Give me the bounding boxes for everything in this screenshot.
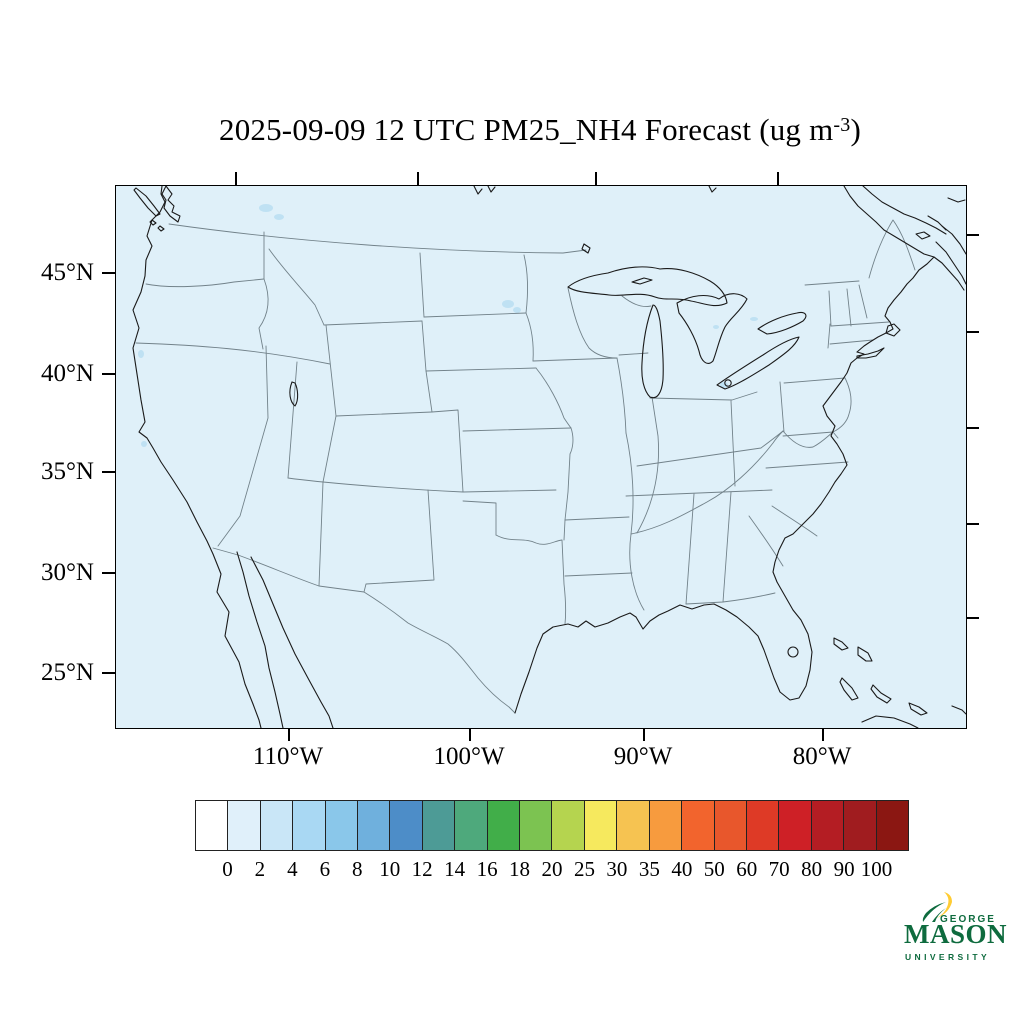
title-close-paren: ) [850,112,861,147]
lon-tick-bottom-3 [822,728,824,741]
colorbar-cell-20 [844,801,877,850]
lat-tick-right-0 [966,234,979,236]
colorbar-cell-8 [455,801,488,850]
lon-tick-top-0 [235,172,237,185]
title-text: 2025-09-09 12 UTC PM25_NH4 Forecast (ug … [219,112,834,147]
colorbar-cell-2 [260,801,294,850]
lat-tick-left-1 [102,373,115,375]
lat-tick-right-1 [966,331,979,333]
gmu-logo: GEORGE MASON UNIVERSITY [903,892,1007,973]
colorbar-label-16: 16 [476,857,498,881]
lat-tick-right-3 [966,523,979,525]
colorbar-cell-0 [196,801,229,850]
colorbar-cell-7 [422,801,456,850]
coastlines [132,186,966,728]
colorbar-cell-16 [714,801,747,850]
colorbar-cell-10 [520,801,553,850]
colorbar-cell-1 [228,801,261,850]
colorbar-label-100: 100 [860,857,893,881]
colorbar-cell-5 [358,801,391,850]
lon-tick-top-3 [777,172,779,185]
colorbar-label-10: 10 [379,857,401,881]
colorbar-label-12: 12 [411,857,433,881]
colorbar-cell-21 [876,801,908,850]
colorbar-label-35: 35 [638,857,660,881]
colorbar-label-4: 4 [287,857,298,881]
lat-tick-left-3 [102,572,115,574]
lat-label-45N: 45°N [40,259,94,286]
colorbar-label-14: 14 [444,857,466,881]
lon-label-100W: 100°W [433,743,505,770]
colorbar-label-18: 18 [509,857,531,881]
page-title: 2025-09-09 12 UTC PM25_NH4 Forecast (ug … [0,112,1024,148]
colorbar [195,800,909,851]
lat-label-25N: 25°N [40,659,94,686]
map-plot-area [115,185,967,729]
lat-label-35N: 35°N [40,458,94,485]
colorbar-label-25: 25 [573,857,595,881]
colorbar-cell-19 [811,801,845,850]
lat-label-40N: 40°N [40,360,94,387]
us-forecast-map [116,186,966,728]
logo-university-text: UNIVERSITY [905,952,991,962]
lon-label-90W: 90°W [613,743,673,770]
colorbar-cell-3 [293,801,326,850]
lat-tick-left-4 [102,672,115,674]
colorbar-label-50: 50 [703,857,725,881]
gmu-flame-icon [922,892,952,922]
colorbar-cell-9 [487,801,521,850]
logo-mason-text: MASON [904,919,1007,949]
lon-label-110W: 110°W [252,743,324,770]
lat-tick-left-2 [102,471,115,473]
colorbar-label-60: 60 [736,857,758,881]
colorbar-label-40: 40 [671,857,693,881]
colorbar-cell-11 [552,801,585,850]
colorbar-labels: 0 2 4 6 8 10 12 14 16 18 20 25 30 35 40 50 60 70 80 90 100 [0,858,1024,884]
colorbar-cell-18 [779,801,812,850]
colorbar-cell-4 [325,801,359,850]
state-boundaries [135,219,916,714]
colorbar-cell-12 [584,801,618,850]
lon-label-80W: 80°W [792,743,852,770]
colorbar-cell-14 [649,801,683,850]
lat-label-30N: 30°N [40,559,94,586]
colorbar-cell-17 [746,801,780,850]
colorbar-cell-6 [390,801,423,850]
lon-tick-bottom-1 [469,728,471,741]
colorbar-label-6: 6 [319,857,331,881]
colorbar-label-0: 0 [222,857,233,881]
colorbar-label-90: 90 [833,857,855,881]
colorbar-label-30: 30 [606,857,628,881]
lon-tick-top-2 [595,172,597,185]
logo-george-text: GEORGE [940,914,996,925]
lon-tick-top-1 [417,172,419,185]
data-patches [138,204,758,447]
colorbar-label-80: 80 [801,857,823,881]
colorbar-label-8: 8 [352,857,363,881]
lon-tick-bottom-2 [643,728,645,741]
colorbar-label-2: 2 [254,857,266,881]
colorbar-label-70: 70 [768,857,790,881]
lat-tick-right-4 [966,617,979,619]
colorbar-cell-13 [617,801,650,850]
colorbar-label-20: 20 [541,857,563,881]
title-exponent: -3 [833,114,851,136]
lat-tick-right-2 [966,427,979,429]
lon-tick-bottom-0 [288,728,290,741]
lat-tick-left-0 [102,272,115,274]
colorbar-cell-15 [682,801,715,850]
